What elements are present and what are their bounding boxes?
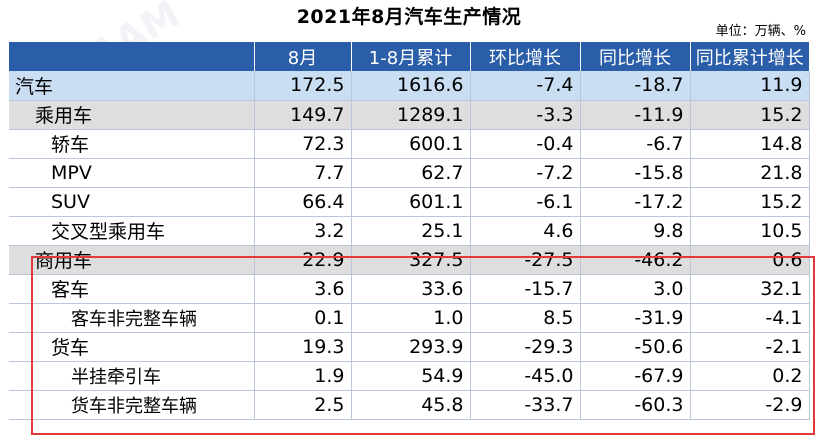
value-cell: 327.5 <box>351 245 471 275</box>
table-header-row: 8月 1-8月累计 环比增长 同比增长 同比累计增长 <box>9 42 809 71</box>
value-cell: 1616.6 <box>351 71 471 101</box>
value-cell: 600.1 <box>351 129 471 159</box>
table-row: SUV 66.4 601.1 -6.1 -17.2 15.2 <box>9 187 810 217</box>
value-cell: 54.9 <box>351 361 471 391</box>
value-cell: -15.8 <box>580 158 691 188</box>
table-row: 半挂牵引车 1.9 54.9 -45.0 -67.9 0.2 <box>9 361 810 391</box>
value-cell: 15.2 <box>690 187 810 217</box>
value-cell: 293.9 <box>351 332 471 362</box>
table-row: 交叉型乘用车 3.2 25.1 4.6 9.8 10.5 <box>9 216 810 246</box>
row-label: 商用车 <box>9 245 255 275</box>
row-label: 货车 <box>9 332 255 362</box>
value-cell: -3.3 <box>470 100 581 130</box>
table-row: 客车非完整车辆 0.1 1.0 8.5 -31.9 -4.1 <box>9 303 810 333</box>
header-cell: 1-8月累计 <box>351 42 471 71</box>
value-cell: 22.9 <box>254 245 352 275</box>
row-label: 客车 <box>9 274 255 304</box>
value-cell: -4.1 <box>690 303 810 333</box>
value-cell: 149.7 <box>254 100 352 130</box>
value-cell: 21.8 <box>690 158 810 188</box>
value-cell: -11.9 <box>580 100 691 130</box>
table-row: 货车 19.3 293.9 -29.3 -50.6 -2.1 <box>9 332 810 362</box>
production-table: 8月 1-8月累计 环比增长 同比增长 同比累计增长 汽车 172.5 1616.6… <box>9 42 810 420</box>
value-cell: 4.6 <box>470 216 581 246</box>
value-cell: 7.7 <box>254 158 352 188</box>
header-cell: 8月 <box>254 42 352 71</box>
value-cell: 14.8 <box>690 129 810 159</box>
page-title: 2021年8月汽车生产情况 <box>296 6 522 28</box>
value-cell: 601.1 <box>351 187 471 217</box>
value-cell: 10.5 <box>690 216 810 246</box>
value-cell: 0.1 <box>254 303 352 333</box>
table-row: 汽车 172.5 1616.6 -7.4 -18.7 11.9 <box>9 71 810 101</box>
value-cell: 172.5 <box>254 71 352 101</box>
value-cell: 0.6 <box>690 245 810 275</box>
header-cell: 环比增长 <box>470 42 581 71</box>
value-cell: 3.2 <box>254 216 352 246</box>
row-label: 乘用车 <box>9 100 255 130</box>
value-cell: 32.1 <box>690 274 810 304</box>
row-label: 货车非完整车辆 <box>9 390 255 420</box>
header-cell: 同比增长 <box>580 42 691 71</box>
value-cell: 3.0 <box>580 274 691 304</box>
value-cell: 45.8 <box>351 390 471 420</box>
table-row: 乘用车 149.7 1289.1 -3.3 -11.9 15.2 <box>9 100 810 130</box>
table-row: 货车非完整车辆 2.5 45.8 -33.7 -60.3 -2.9 <box>9 390 810 420</box>
table-row: 客车 3.6 33.6 -15.7 3.0 32.1 <box>9 274 810 304</box>
row-label: 轿车 <box>9 129 255 159</box>
table-row: MPV 7.7 62.7 -7.2 -15.8 21.8 <box>9 158 810 188</box>
value-cell: -60.3 <box>580 390 691 420</box>
row-label: MPV <box>9 158 255 188</box>
value-cell: -17.2 <box>580 187 691 217</box>
row-label: 客车非完整车辆 <box>9 303 255 333</box>
value-cell: -31.9 <box>580 303 691 333</box>
value-cell: 0.2 <box>690 361 810 391</box>
value-cell: -29.3 <box>470 332 581 362</box>
value-cell: -6.1 <box>470 187 581 217</box>
row-label: 半挂牵引车 <box>9 361 255 391</box>
value-cell: 19.3 <box>254 332 352 362</box>
table-row: 商用车 22.9 327.5 -27.5 -46.2 0.6 <box>9 245 810 275</box>
value-cell: 8.5 <box>470 303 581 333</box>
value-cell: 15.2 <box>690 100 810 130</box>
table-row: 轿车 72.3 600.1 -0.4 -6.7 14.8 <box>9 129 810 159</box>
value-cell: -0.4 <box>470 129 581 159</box>
value-cell: 3.6 <box>254 274 352 304</box>
row-label: 汽车 <box>9 71 255 101</box>
header-cell: 同比累计增长 <box>690 42 809 71</box>
row-label: SUV <box>9 187 255 217</box>
value-cell: -18.7 <box>580 71 691 101</box>
value-cell: 33.6 <box>351 274 471 304</box>
value-cell: 1.9 <box>254 361 352 391</box>
value-cell: -7.2 <box>470 158 581 188</box>
value-cell: -33.7 <box>470 390 581 420</box>
value-cell: -7.4 <box>470 71 581 101</box>
value-cell: -2.1 <box>690 332 810 362</box>
row-label: 交叉型乘用车 <box>9 216 255 246</box>
value-cell: 25.1 <box>351 216 471 246</box>
value-cell: -2.9 <box>690 390 810 420</box>
unit-label: 单位：万辆、% <box>715 24 806 39</box>
value-cell: 66.4 <box>254 187 352 217</box>
value-cell: 62.7 <box>351 158 471 188</box>
value-cell: -27.5 <box>470 245 581 275</box>
value-cell: -50.6 <box>580 332 691 362</box>
header-blank <box>9 42 255 71</box>
value-cell: -46.2 <box>580 245 691 275</box>
value-cell: -15.7 <box>470 274 581 304</box>
value-cell: 1.0 <box>351 303 471 333</box>
value-cell: -45.0 <box>470 361 581 391</box>
value-cell: 9.8 <box>580 216 691 246</box>
value-cell: -67.9 <box>580 361 691 391</box>
value-cell: -6.7 <box>580 129 691 159</box>
value-cell: 11.9 <box>690 71 810 101</box>
value-cell: 72.3 <box>254 129 352 159</box>
value-cell: 1289.1 <box>351 100 471 130</box>
value-cell: 2.5 <box>254 390 352 420</box>
